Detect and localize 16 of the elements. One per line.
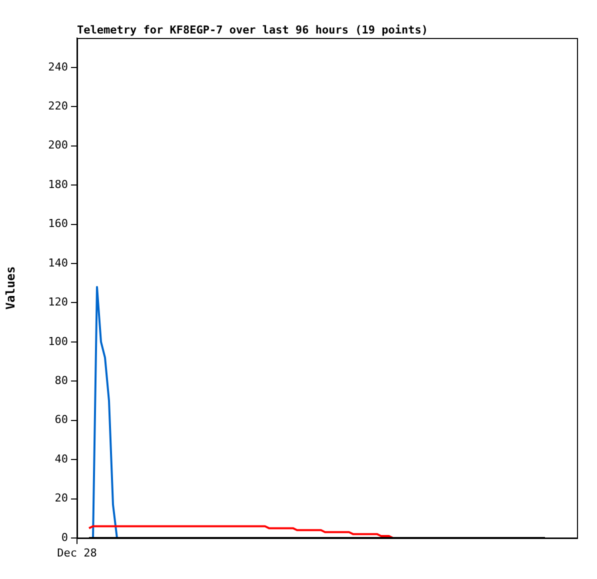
y-tick-label: 60 — [54, 413, 68, 426]
x-tick-label: Dec 28 — [57, 546, 97, 560]
y-axis-title: Values — [3, 266, 18, 310]
y-tick-label: 0 — [61, 530, 68, 544]
y-tick-label: 180 — [48, 178, 68, 191]
chart-title: Telemetry for KF8EGP-7 over last 96 hours (19 points) — [77, 23, 428, 36]
y-tick-label: 40 — [54, 452, 68, 466]
y-tick-label: 200 — [48, 138, 68, 152]
y-tick-label: 80 — [54, 374, 68, 387]
y-tick-label: 100 — [48, 334, 68, 348]
y-tick-label: 220 — [48, 99, 68, 112]
y-tick-label: 140 — [48, 256, 68, 270]
y-tick-label: 160 — [48, 217, 68, 230]
y-tick-label: 120 — [48, 296, 68, 309]
y-tick-label: 240 — [48, 60, 68, 74]
y-tick-label: 20 — [54, 492, 68, 505]
